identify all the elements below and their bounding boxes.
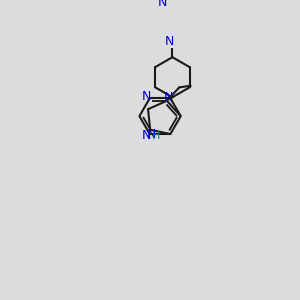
Text: N: N — [158, 0, 167, 9]
Text: N: N — [165, 35, 175, 48]
Text: N: N — [142, 90, 151, 103]
Text: H: H — [152, 131, 161, 141]
Text: N: N — [147, 128, 156, 141]
Text: N: N — [164, 91, 173, 104]
Text: N: N — [142, 128, 151, 142]
